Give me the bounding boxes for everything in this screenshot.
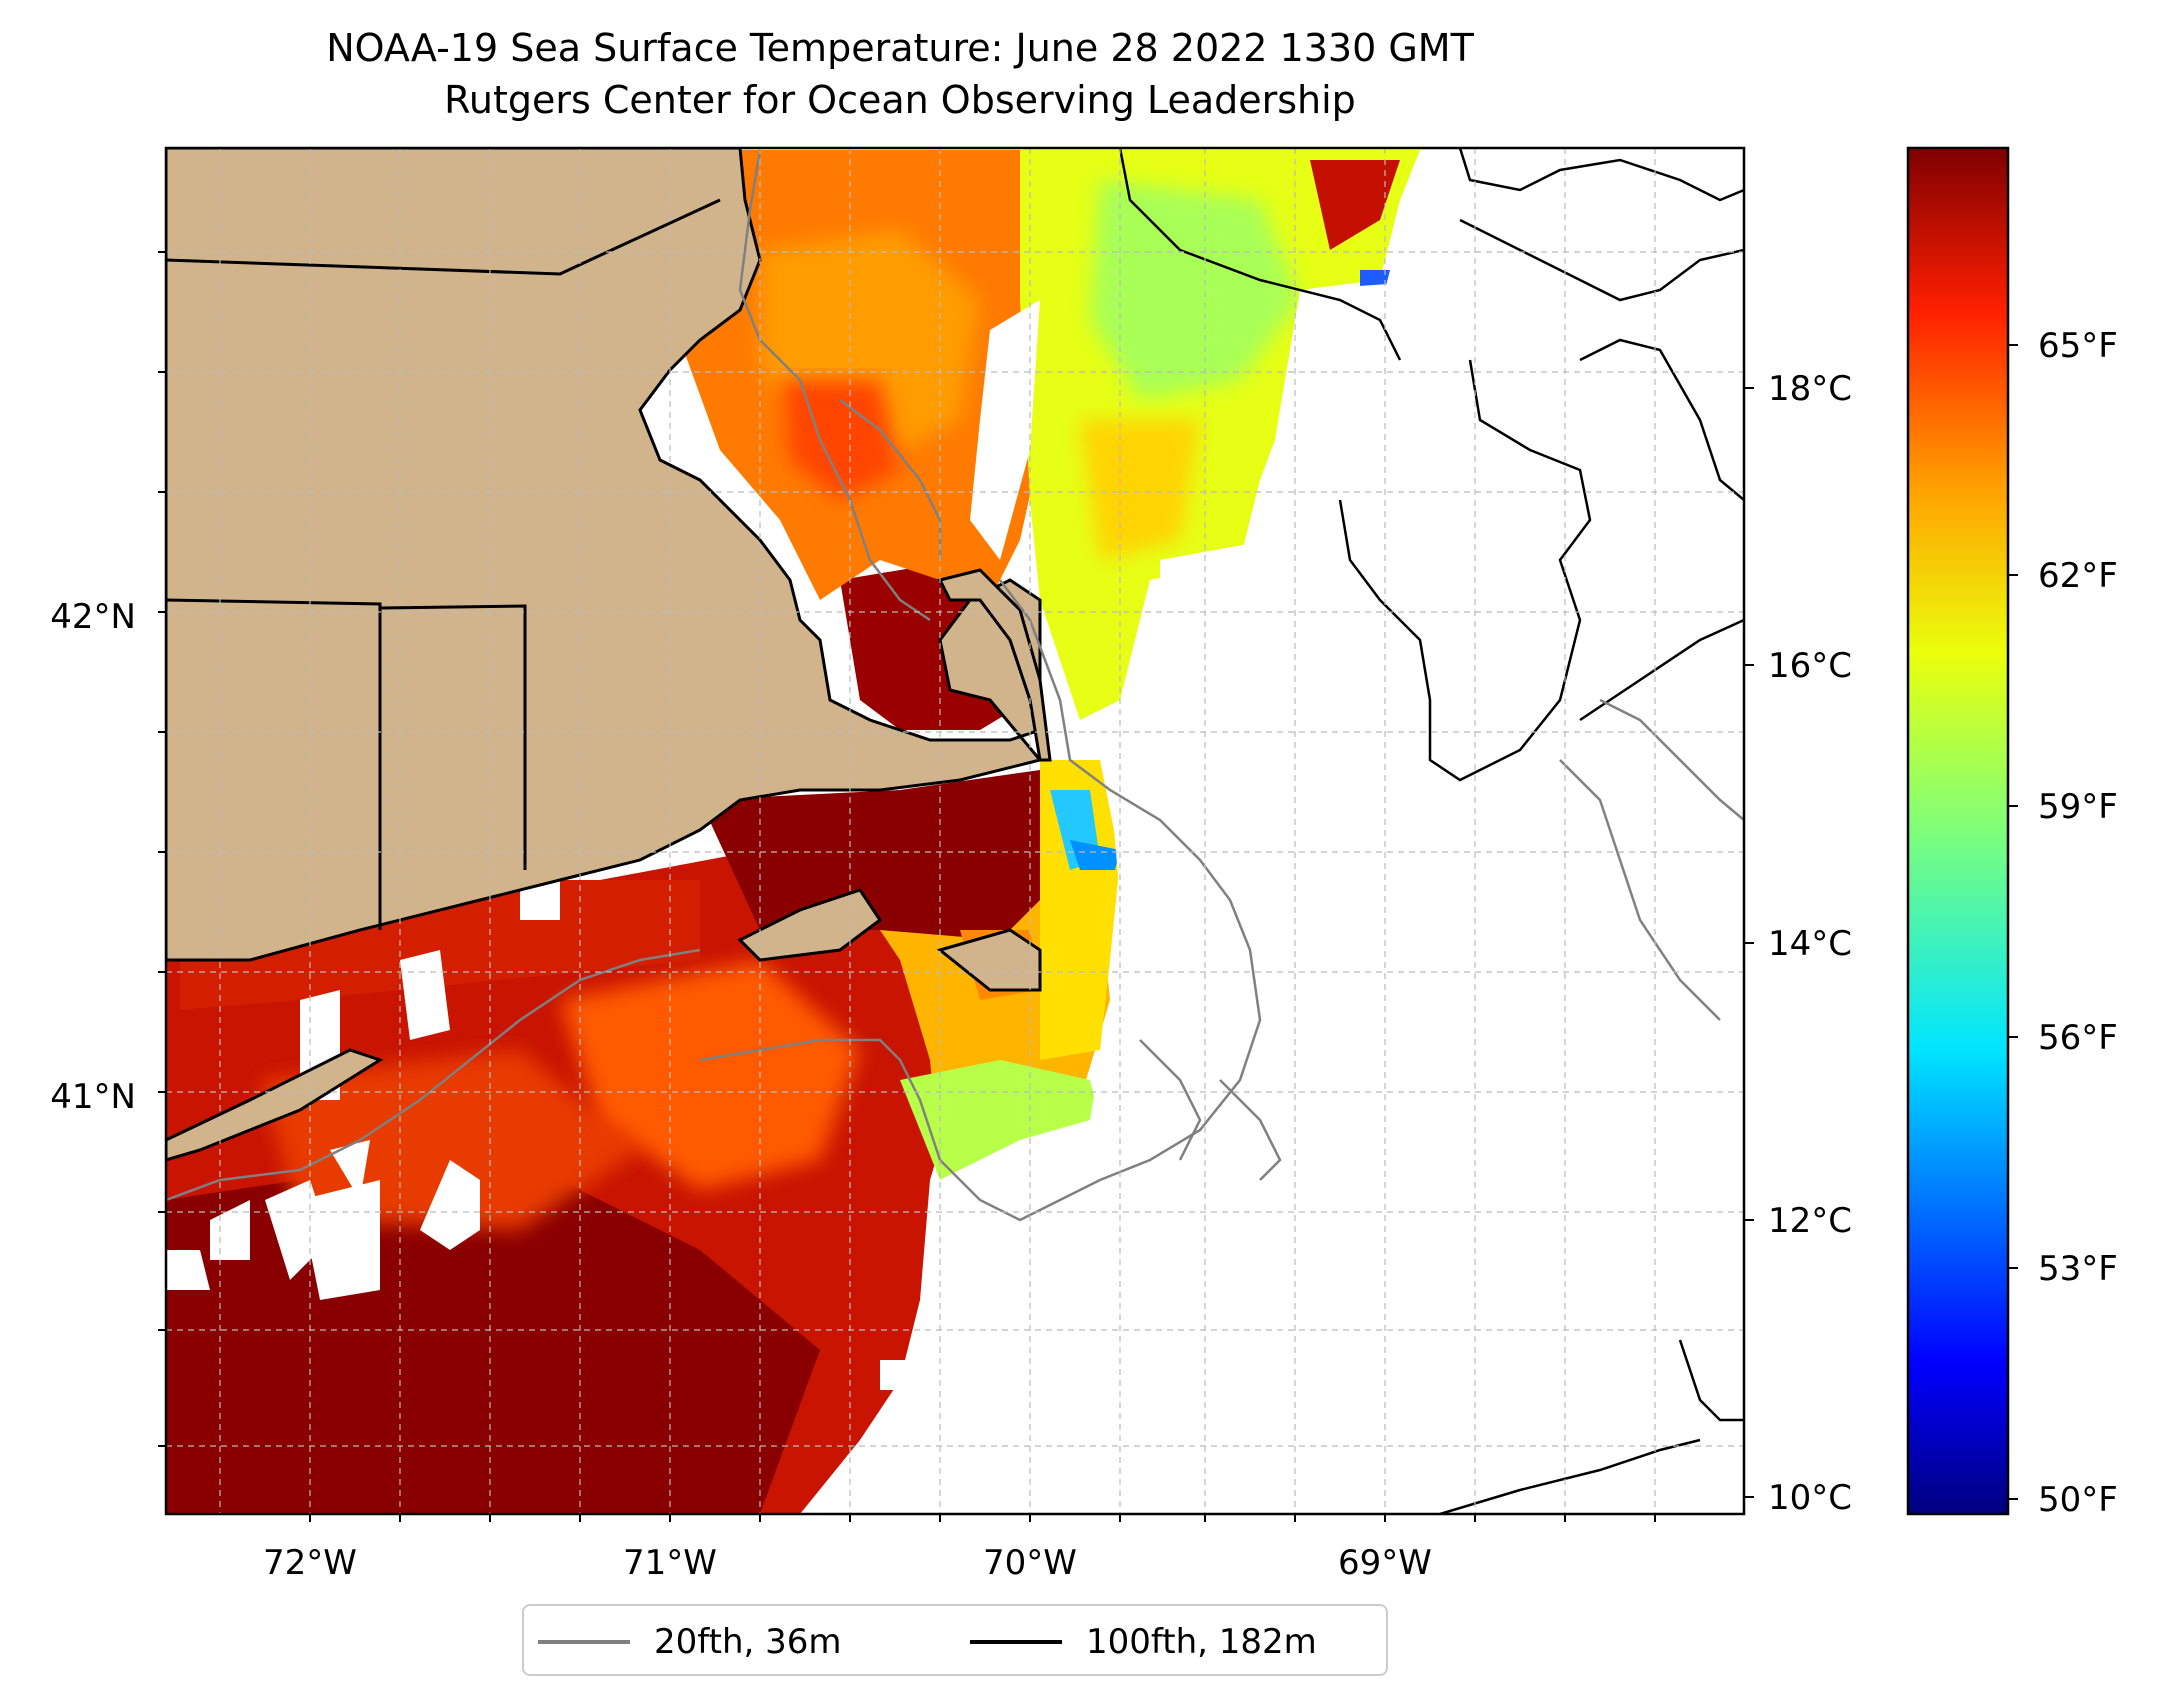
gridlines bbox=[166, 148, 1744, 1514]
lon-label-70w: 70°W bbox=[983, 1543, 1077, 1583]
contour-20fth bbox=[166, 149, 1744, 1222]
lon-label-69w: 69°W bbox=[1338, 1543, 1432, 1583]
map-frame bbox=[164, 146, 1746, 1516]
colorbar-f-56: 56°F bbox=[2038, 1018, 2118, 1058]
colorbar-f-59: 59°F bbox=[2038, 787, 2118, 827]
state-borders bbox=[166, 198, 721, 930]
legend-label-20fth: 20fth, 36m bbox=[654, 1622, 842, 1662]
colorbar-c-14: 14°C bbox=[1768, 924, 1852, 964]
coastlines-east bbox=[1118, 148, 1744, 1514]
land-new-england bbox=[166, 148, 1043, 962]
colorbar: 18°C 16°C 14°C 12°C 10°C 65°F 62°F 59°F … bbox=[1744, 146, 2118, 1520]
lon-label-72w: 72°W bbox=[263, 1543, 357, 1583]
legend-item-20fth: 20fth, 36m bbox=[538, 1624, 842, 1660]
legend: 20fth, 36m 100fth, 182m bbox=[522, 1604, 1388, 1676]
lat-label-42n: 42°N bbox=[50, 597, 136, 637]
colorbar-f-62: 62°F bbox=[2038, 556, 2118, 596]
legend-swatch-gray-line bbox=[538, 1640, 630, 1644]
legend-label-100fth: 100fth, 182m bbox=[1086, 1622, 1317, 1662]
axis-ticks bbox=[158, 251, 1656, 1522]
colorbar-f-50: 50°F bbox=[2038, 1480, 2118, 1520]
colorbar-c-10: 10°C bbox=[1768, 1478, 1852, 1518]
colorbar-c-18: 18°C bbox=[1768, 369, 1852, 409]
colorbar-gradient bbox=[1906, 146, 2010, 1516]
land-cape-cod-hook bbox=[937, 568, 1052, 762]
map-area bbox=[166, 148, 1744, 1514]
legend-swatch-black-line bbox=[970, 1640, 1062, 1644]
chart-title-line-2: Rutgers Center for Ocean Observing Leade… bbox=[444, 78, 1356, 122]
lon-label-71w: 71°W bbox=[623, 1543, 717, 1583]
colorbar-f-53: 53°F bbox=[2038, 1249, 2118, 1289]
colorbar-c-12: 12°C bbox=[1768, 1201, 1852, 1241]
land-marthas-vineyard bbox=[737, 888, 883, 962]
sst-field bbox=[166, 150, 1744, 1514]
legend-item-100fth: 100fth, 182m bbox=[970, 1624, 1317, 1660]
colorbar-c-16: 16°C bbox=[1768, 646, 1852, 686]
lat-label-41n: 41°N bbox=[50, 1077, 136, 1117]
colorbar-f-65: 65°F bbox=[2038, 326, 2118, 366]
chart-title-line-1: NOAA-19 Sea Surface Temperature: June 28… bbox=[326, 26, 1474, 70]
land-nantucket bbox=[936, 928, 1042, 992]
